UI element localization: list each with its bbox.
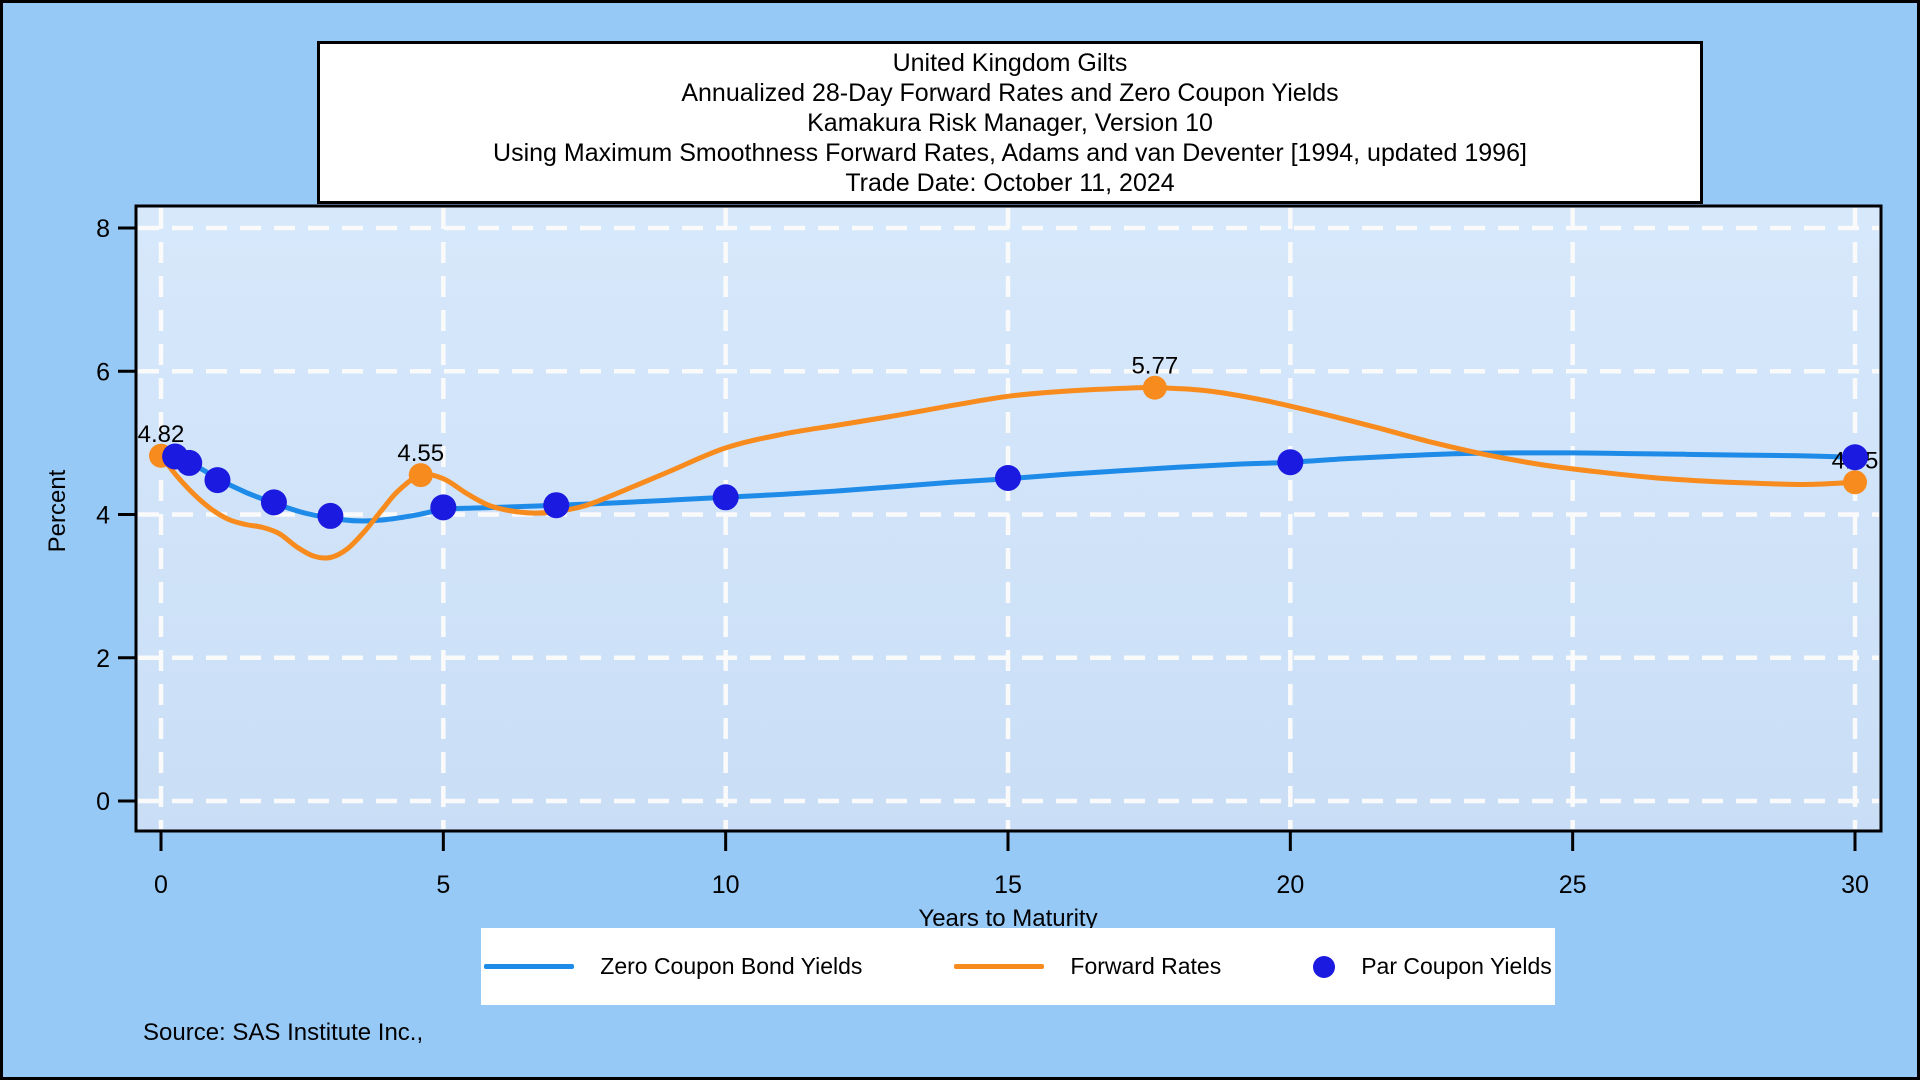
forward-rate-marker <box>1142 375 1167 400</box>
legend-item-forward-rates: Forward Rates <box>954 953 1221 980</box>
point-label-5.77: 5.77 <box>1131 353 1178 380</box>
chart-canvas: 4.824.555.774.4502468051015202530Percent… <box>44 204 1883 932</box>
legend-label-zero-coupon: Zero Coupon Bond Yields <box>600 953 863 979</box>
legend-item-par-coupon: Par Coupon Yields <box>1313 953 1552 980</box>
x-tick-label-10: 10 <box>712 871 740 899</box>
par-coupon-dot <box>1842 444 1868 471</box>
x-tick-label-5: 5 <box>436 871 450 899</box>
y-tick-labels: 0 2 4 6 8 <box>96 215 110 816</box>
x-tick-label-30: 30 <box>1841 871 1869 899</box>
title-line-5: Trade Date: October 11, 2024 <box>845 168 1175 197</box>
par-coupon-dot <box>176 449 203 476</box>
x-tick-labels: 0 5 10 15 20 25 30 <box>154 871 1869 899</box>
par-coupon-dot <box>995 464 1021 491</box>
point-label-4.55: 4.55 <box>397 440 444 467</box>
forward-rate-marker <box>408 463 433 488</box>
x-tick-label-0: 0 <box>154 871 168 899</box>
par-coupon-dot <box>430 494 457 521</box>
forward-rate-curve <box>158 385 1858 561</box>
par-coupon-dot <box>317 502 344 529</box>
x-axis-title: Years to Maturity <box>918 905 1097 932</box>
par-coupon-dot <box>260 489 287 516</box>
x-tick-label-15: 15 <box>994 871 1022 899</box>
zero-coupon-line-swatch-icon <box>484 964 575 969</box>
par-coupon-dot <box>1277 449 1304 476</box>
par-coupon-dot <box>204 467 231 494</box>
title-line-3: Kamakura Risk Manager, Version 10 <box>807 108 1213 137</box>
x-tick-label-20: 20 <box>1276 871 1304 899</box>
title-line-1: United Kingdom Gilts <box>892 48 1128 77</box>
title-line-2: Annualized 28-Day Forward Rates and Zero… <box>681 78 1339 107</box>
chart-legend: Zero Coupon Bond Yields Forward Rates Pa… <box>481 928 1555 1005</box>
x-tick-label-25: 25 <box>1559 871 1587 899</box>
par-coupon-dot <box>712 484 739 511</box>
chart-title-box: United Kingdom Gilts Annualized 28-Day F… <box>317 41 1703 204</box>
axis-ticks <box>118 226 1857 851</box>
forward-rate-marker <box>1843 470 1867 495</box>
legend-label-forward-rates: Forward Rates <box>1070 953 1222 979</box>
legend-item-zero-coupon: Zero Coupon Bond Yields <box>484 953 862 980</box>
source-note: Source: SAS Institute Inc., <box>143 1019 424 1046</box>
forward-rates-line-swatch-icon <box>954 964 1045 969</box>
par-coupon-dot-swatch-icon <box>1313 955 1336 978</box>
point-label-4.82: 4.82 <box>138 421 185 448</box>
y-tick-label-8: 8 <box>96 215 110 243</box>
y-tick-label-0: 0 <box>96 788 110 816</box>
par-coupon-dots <box>162 443 1868 529</box>
y-axis-title: Percent <box>44 469 71 552</box>
y-tick-label-4: 4 <box>96 502 110 530</box>
gridlines <box>138 208 1879 829</box>
title-line-4: Using Maximum Smoothness Forward Rates, … <box>493 138 1527 167</box>
legend-label-par-coupon: Par Coupon Yields <box>1361 953 1552 979</box>
par-coupon-dot <box>543 492 570 519</box>
y-tick-label-2: 2 <box>96 645 110 673</box>
y-tick-label-6: 6 <box>96 358 110 386</box>
